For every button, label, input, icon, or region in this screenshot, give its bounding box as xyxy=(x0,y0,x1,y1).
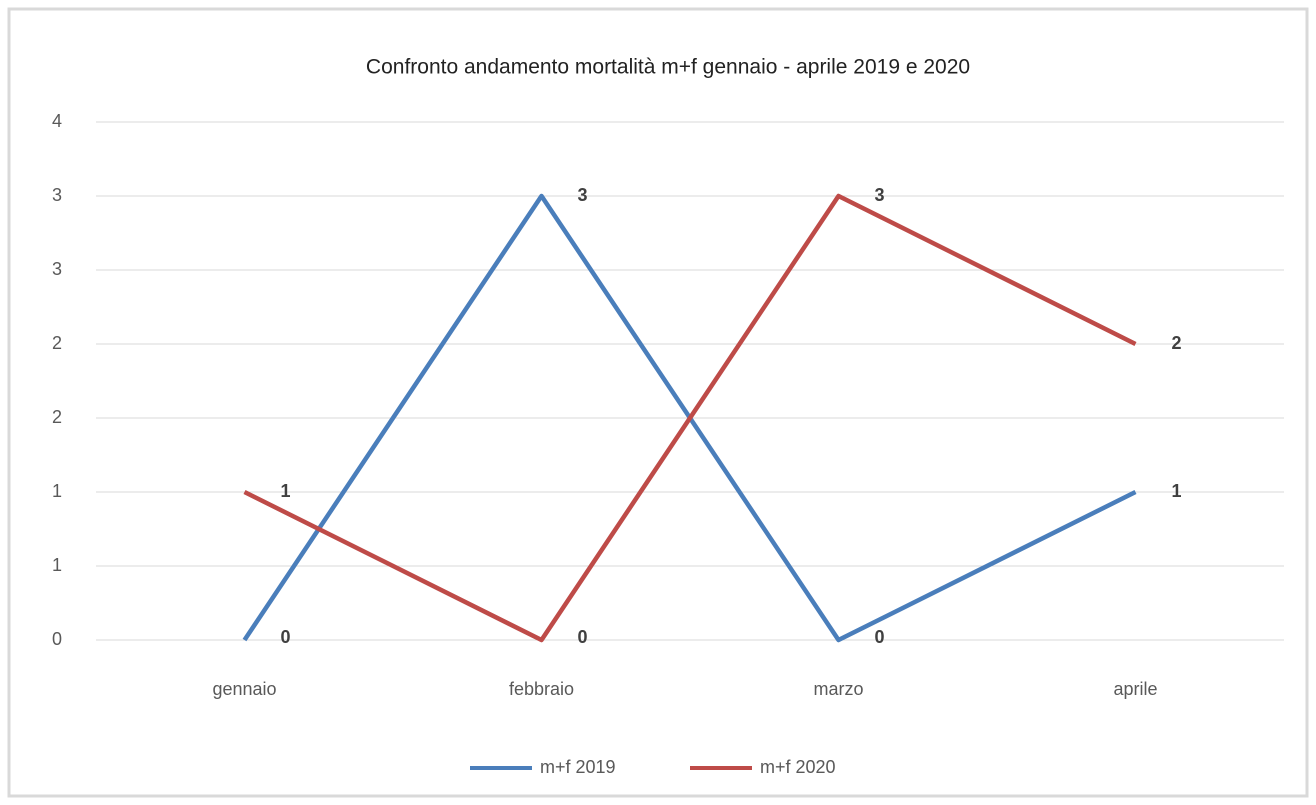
x-tick-label: febbraio xyxy=(509,679,574,699)
data-label: 0 xyxy=(875,627,885,647)
data-label: 0 xyxy=(578,627,588,647)
y-tick-label: 1 xyxy=(52,555,62,575)
y-tick-label: 3 xyxy=(52,185,62,205)
data-label: 0 xyxy=(281,627,291,647)
data-label: 3 xyxy=(875,185,885,205)
legend-label: m+f 2019 xyxy=(540,757,616,777)
legend-label: m+f 2020 xyxy=(760,757,836,777)
chart-frame xyxy=(7,7,1309,798)
y-tick-label: 2 xyxy=(52,333,62,353)
data-label: 1 xyxy=(1172,481,1182,501)
data-label: 3 xyxy=(578,185,588,205)
x-tick-label: marzo xyxy=(813,679,863,699)
data-label: 2 xyxy=(1172,333,1182,353)
chart-title: Confronto andamento mortalità m+f gennai… xyxy=(366,56,970,79)
data-label: 1 xyxy=(281,481,291,501)
y-tick-label: 3 xyxy=(52,259,62,279)
y-tick-label: 1 xyxy=(52,481,62,501)
x-tick-label: gennaio xyxy=(212,679,276,699)
y-tick-label: 2 xyxy=(52,407,62,427)
y-tick-label: 0 xyxy=(52,629,62,649)
series-line xyxy=(243,193,1137,643)
x-tick-label: aprile xyxy=(1113,679,1157,699)
y-tick-label: 4 xyxy=(52,111,62,131)
